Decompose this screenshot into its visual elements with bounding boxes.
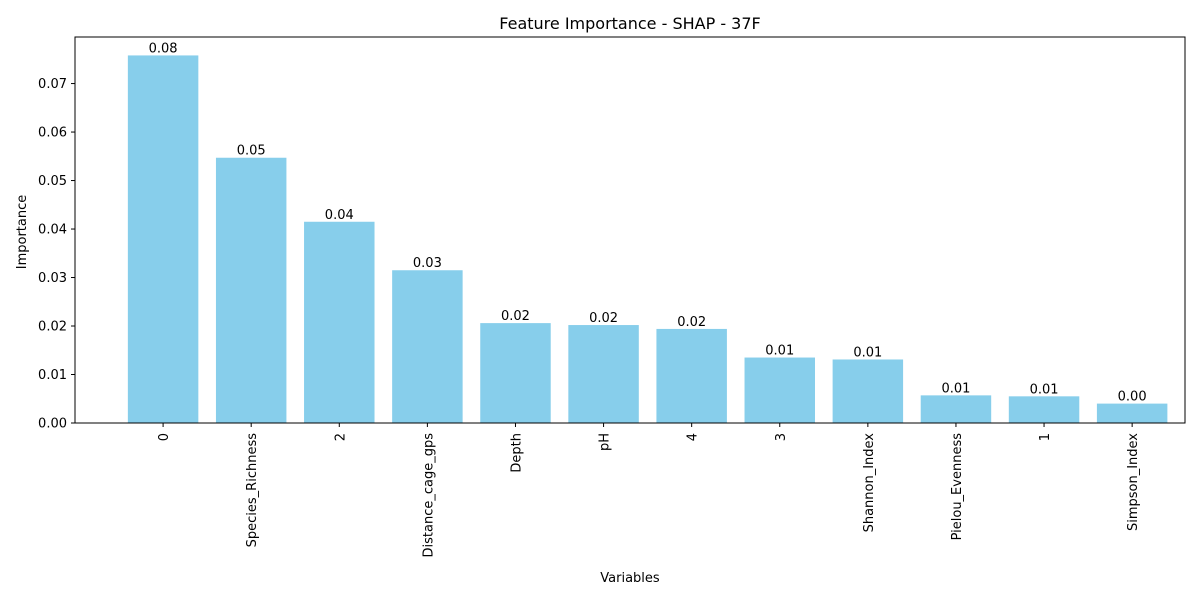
x-tick-label: 2 [333, 433, 348, 441]
bar [920, 395, 992, 423]
y-axis: 0.00 0.01 0.02 0.03 0.04 0.05 0.06 0.07 [38, 77, 75, 432]
x-axis: 0 Species_Richness 2 Distance_cage_gps Depth… [157, 423, 1141, 557]
bar [656, 328, 727, 423]
x-tick-label: pH [598, 433, 613, 451]
bar-value-label: 0.01 [765, 344, 794, 359]
bar-value-label: 0.05 [237, 144, 266, 159]
bar-value-label: 0.02 [501, 309, 530, 324]
bar [215, 157, 287, 424]
x-tick-label: Depth [509, 433, 524, 473]
y-axis-label: Importance [15, 195, 30, 270]
bar [304, 221, 375, 423]
bar-value-label: 0.08 [149, 41, 178, 56]
y-tick-label: 0.03 [38, 271, 67, 286]
bar [480, 323, 551, 423]
y-tick-label: 0.04 [38, 223, 67, 238]
data-labels-layer: 0.08 0.05 0.04 0.03 0.02 0.02 0.02 0.01 0.01 0.01… [149, 41, 1147, 404]
x-tick-label: 1 [1038, 433, 1053, 441]
bar-value-label: 0.03 [413, 256, 442, 271]
y-tick-label: 0.07 [38, 77, 67, 92]
y-tick-label: 0.02 [38, 320, 67, 335]
y-tick-label: 0.01 [38, 368, 67, 383]
bar [744, 357, 815, 423]
x-axis-label: Variables [600, 571, 660, 586]
bar-value-label: 0.00 [1118, 390, 1147, 405]
bar [392, 270, 463, 423]
y-tick-label: 0.06 [38, 126, 67, 141]
x-tick-label: Distance_cage_gps [421, 433, 436, 558]
x-tick-label: Shannon_Index [862, 433, 877, 533]
bar-value-label: 0.02 [677, 315, 706, 330]
x-tick-label: Simpson_Index [1126, 433, 1141, 531]
chart-title: Feature Importance - SHAP - 37F [499, 14, 760, 33]
bars-layer [127, 55, 1168, 424]
y-tick-label: 0.05 [38, 174, 67, 189]
plot-frame [74, 36, 1186, 424]
x-tick-label: Species_Richness [245, 433, 260, 548]
bar [127, 55, 199, 424]
x-tick-label: 4 [686, 433, 701, 441]
bar [1008, 396, 1080, 423]
bar-value-label: 0.04 [325, 208, 354, 223]
bar-value-label: 0.01 [853, 345, 882, 360]
x-tick-label: 0 [157, 433, 172, 441]
x-tick-label: 3 [774, 433, 789, 441]
y-tick-label: 0.00 [38, 417, 67, 432]
bar-value-label: 0.01 [1030, 382, 1059, 397]
bar [1096, 403, 1168, 423]
bar [832, 359, 904, 423]
bar [568, 325, 639, 423]
bar-value-label: 0.01 [941, 381, 970, 396]
bar-value-label: 0.02 [589, 311, 618, 326]
x-tick-label: Pielou_Evenness [950, 433, 965, 541]
